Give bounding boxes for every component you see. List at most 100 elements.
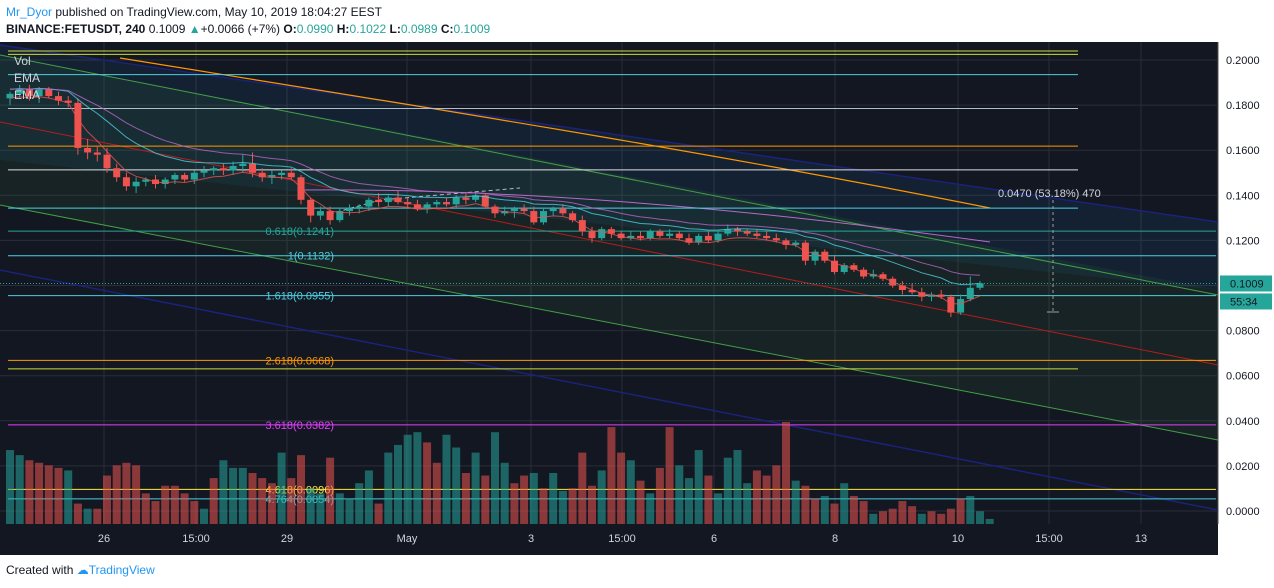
candle-body[interactable] <box>190 172 198 180</box>
candle-body[interactable] <box>598 229 606 239</box>
tradingview-brand[interactable]: TradingView <box>88 563 155 577</box>
candle-body[interactable] <box>879 274 887 279</box>
candle-body[interactable] <box>646 231 654 239</box>
candle-body[interactable] <box>161 179 169 185</box>
candle-body[interactable] <box>433 202 441 205</box>
price-chart[interactable]: 0.618(0.1241) 1(0.1132) 1.618(0.0955) 2.618… <box>0 42 1274 555</box>
candle-body[interactable] <box>685 238 693 243</box>
candle-body[interactable] <box>918 292 926 297</box>
candle-body[interactable] <box>229 165 237 171</box>
candle-body[interactable] <box>45 89 53 97</box>
candle-body[interactable] <box>443 202 450 205</box>
candle-body[interactable] <box>307 199 315 216</box>
candle-body[interactable] <box>520 208 528 212</box>
candle-body[interactable] <box>74 102 82 148</box>
candlesticks[interactable] <box>6 84 984 318</box>
candle-body[interactable] <box>714 233 722 241</box>
candle-body[interactable] <box>404 202 412 205</box>
candle-body[interactable] <box>200 170 208 173</box>
candle-body[interactable] <box>569 213 577 221</box>
candle-body[interactable] <box>181 175 189 180</box>
candle-body[interactable] <box>258 172 266 178</box>
candle-body[interactable] <box>831 260 838 272</box>
candle-body[interactable] <box>724 229 732 234</box>
candle-body[interactable] <box>792 242 800 245</box>
candle-body[interactable] <box>287 172 295 178</box>
candle-body[interactable] <box>394 197 402 203</box>
candle-body[interactable] <box>695 235 703 243</box>
candle-body[interactable] <box>763 235 771 239</box>
candle-body[interactable] <box>704 235 712 241</box>
candle-body[interactable] <box>249 163 256 173</box>
author-name[interactable]: Mr_Dyor <box>6 5 53 19</box>
candle-body[interactable] <box>64 100 72 103</box>
indicator-label[interactable]: Vol <box>14 54 31 68</box>
candle-body[interactable] <box>462 197 470 200</box>
candle-body[interactable] <box>607 229 615 234</box>
candle-body[interactable] <box>811 251 819 261</box>
candle-body[interactable] <box>365 199 373 207</box>
candle-body[interactable] <box>122 177 130 187</box>
candle-body[interactable] <box>510 208 518 212</box>
candle-body[interactable] <box>297 177 305 200</box>
candle-body[interactable] <box>355 206 363 209</box>
candle-body[interactable] <box>966 287 974 300</box>
candle-body[interactable] <box>743 231 751 234</box>
candle-body[interactable] <box>753 233 761 236</box>
candle-body[interactable] <box>666 233 674 236</box>
candle-body[interactable] <box>588 231 596 239</box>
candle-body[interactable] <box>113 168 121 178</box>
candle-body[interactable] <box>957 299 965 313</box>
candle-body[interactable] <box>947 296 955 313</box>
candle-body[interactable] <box>675 233 683 239</box>
candle-body[interactable] <box>937 294 945 297</box>
candle-body[interactable] <box>278 172 286 176</box>
candle-body[interactable] <box>559 208 567 214</box>
candle-body[interactable] <box>782 240 790 245</box>
candle-body[interactable] <box>656 231 664 236</box>
indicator-label[interactable]: EMA <box>14 88 40 102</box>
candle-body[interactable] <box>16 89 24 94</box>
candle-body[interactable] <box>219 168 227 171</box>
candle-body[interactable] <box>734 229 741 232</box>
candle-body[interactable] <box>6 93 14 99</box>
candle-body[interactable] <box>384 197 392 203</box>
candle-body[interactable] <box>908 290 916 293</box>
candle-body[interactable] <box>142 179 150 182</box>
candle-body[interactable] <box>336 211 344 221</box>
candle-body[interactable] <box>171 175 179 180</box>
candle-body[interactable] <box>481 195 489 207</box>
candle-body[interactable] <box>617 233 625 239</box>
candle-body[interactable] <box>210 168 218 171</box>
candle-body[interactable] <box>35 89 43 97</box>
candle-body[interactable] <box>55 96 62 101</box>
indicator-label[interactable]: EMA <box>14 71 40 85</box>
candle-body[interactable] <box>239 163 247 166</box>
candle-body[interactable] <box>772 238 780 241</box>
candle-body[interactable] <box>452 197 460 205</box>
candle-body[interactable] <box>375 199 383 203</box>
candle-body[interactable] <box>268 175 276 178</box>
candle-body[interactable] <box>93 152 101 155</box>
candle-body[interactable] <box>898 285 906 291</box>
candle-body[interactable] <box>627 235 635 239</box>
candle-body[interactable] <box>413 204 421 209</box>
candle-body[interactable] <box>530 211 538 223</box>
candle-body[interactable] <box>869 274 877 277</box>
candle-body[interactable] <box>103 154 111 169</box>
candle-body[interactable] <box>346 208 353 212</box>
candle-body[interactable] <box>316 211 324 216</box>
candle-body[interactable] <box>84 147 92 153</box>
candle-body[interactable] <box>472 195 480 200</box>
candle-body[interactable] <box>423 204 431 209</box>
candle-body[interactable] <box>850 265 858 270</box>
candle-body[interactable] <box>25 89 33 97</box>
candle-body[interactable] <box>976 283 984 288</box>
candle-body[interactable] <box>821 251 829 261</box>
candle-body[interactable] <box>549 208 557 212</box>
candle-body[interactable] <box>326 211 334 221</box>
candle-body[interactable] <box>578 220 586 232</box>
candle-body[interactable] <box>637 235 644 239</box>
candle-body[interactable] <box>840 265 848 272</box>
candle-body[interactable] <box>132 181 140 187</box>
